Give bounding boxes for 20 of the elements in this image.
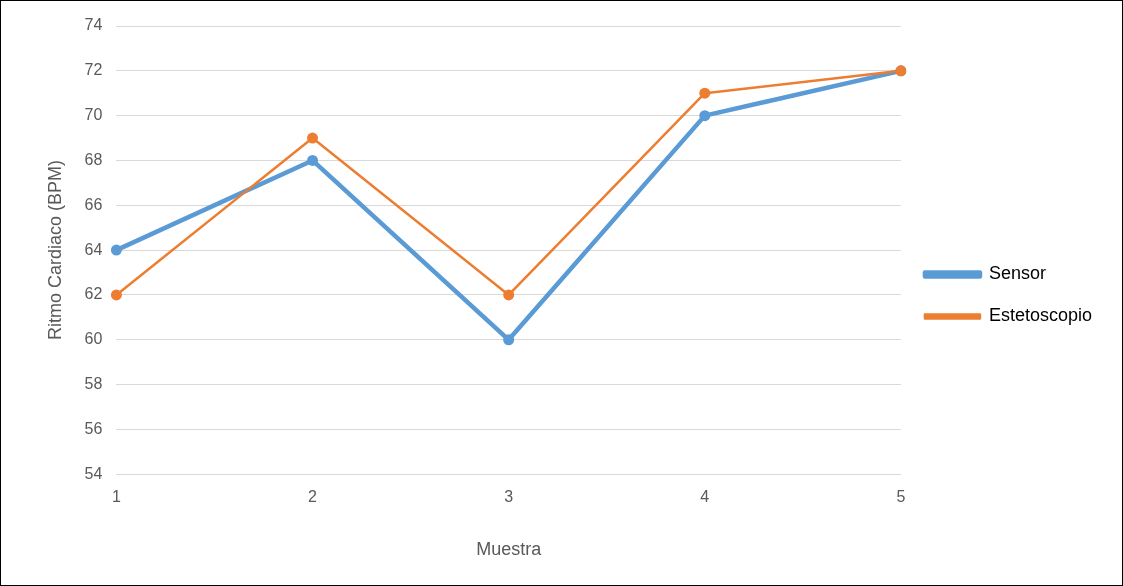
y-tick-label: 56 — [84, 419, 103, 437]
x-tick-label: 4 — [700, 488, 710, 506]
y-tick-label: 66 — [84, 195, 103, 213]
y-tick-label: 68 — [84, 150, 103, 168]
y-tick-label: 62 — [84, 285, 103, 303]
x-axis-title: Muestra — [476, 539, 543, 560]
x-tick-label: 2 — [308, 488, 318, 506]
x-tick-label: 3 — [504, 488, 514, 506]
x-tick-label: 5 — [896, 488, 906, 506]
y-tick-label: 64 — [84, 240, 103, 258]
y-tick-label: 54 — [84, 464, 103, 482]
legend-label: Estetoscopio — [988, 305, 1092, 326]
y-tick-label: 58 — [84, 374, 103, 392]
y-tick-label: 72 — [84, 61, 103, 79]
legend-label: Sensor — [988, 263, 1046, 284]
x-tick-label: 1 — [111, 488, 121, 506]
y-tick-label: 60 — [84, 330, 103, 348]
y-axis-title: Ritmo Cardiaco (BPM) — [44, 160, 65, 341]
y-tick-label: 74 — [84, 16, 103, 34]
y-tick-label: 70 — [84, 106, 103, 124]
